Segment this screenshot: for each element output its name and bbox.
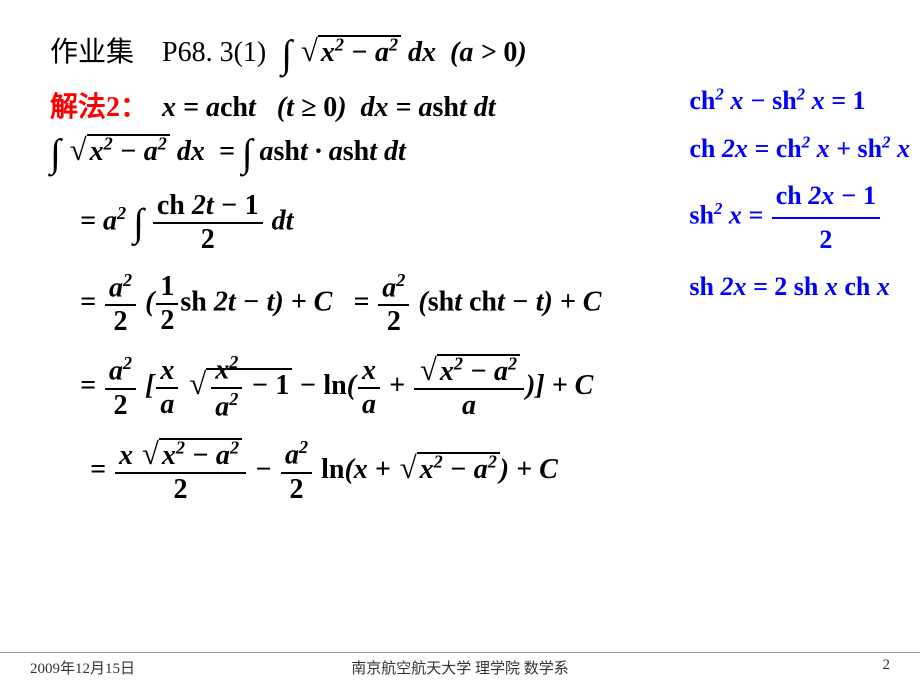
footer: 2009年12月15日 南京航空航天大学 理学院 数学系 2 <box>0 652 920 678</box>
title-integral: ∫ x2 − a2 dx (a > 0) <box>281 37 526 68</box>
slide: 作业集 P68. 3(1) ∫ x2 − a2 dx (a > 0) 解法2： … <box>0 0 920 690</box>
identity-2: ch 2x = ch2 x + sh2 x <box>689 128 910 170</box>
substitution: x = acht (t ≥ 0) dx = asht dt <box>162 92 496 124</box>
title-prefix: 作业集 P68. 3(1) <box>50 37 266 68</box>
method-label: 解法2： <box>50 85 148 125</box>
footer-page: 2 <box>883 657 891 678</box>
title-row: 作业集 P68. 3(1) ∫ x2 − a2 dx (a > 0) <box>50 30 880 77</box>
identity-4: sh 2x = 2 sh x ch x <box>689 266 910 308</box>
step-4: = a22 [xa x2a2 − 1 − ln(xa + x2 − a2a)] … <box>80 352 880 423</box>
footer-org: 南京航空航天大学 理学院 数学系 <box>351 657 569 678</box>
footer-date: 2009年12月15日 <box>30 657 135 678</box>
identity-1: ch2 x − sh2 x = 1 <box>689 80 910 122</box>
identities-box: ch2 x − sh2 x = 1 ch 2x = ch2 x + sh2 x … <box>689 80 910 314</box>
identity-3: sh2 x = ch 2x − 12 <box>689 175 910 260</box>
step-5: = x x2 − a22 − a22 ln(x + x2 − a2) + C <box>90 437 880 506</box>
